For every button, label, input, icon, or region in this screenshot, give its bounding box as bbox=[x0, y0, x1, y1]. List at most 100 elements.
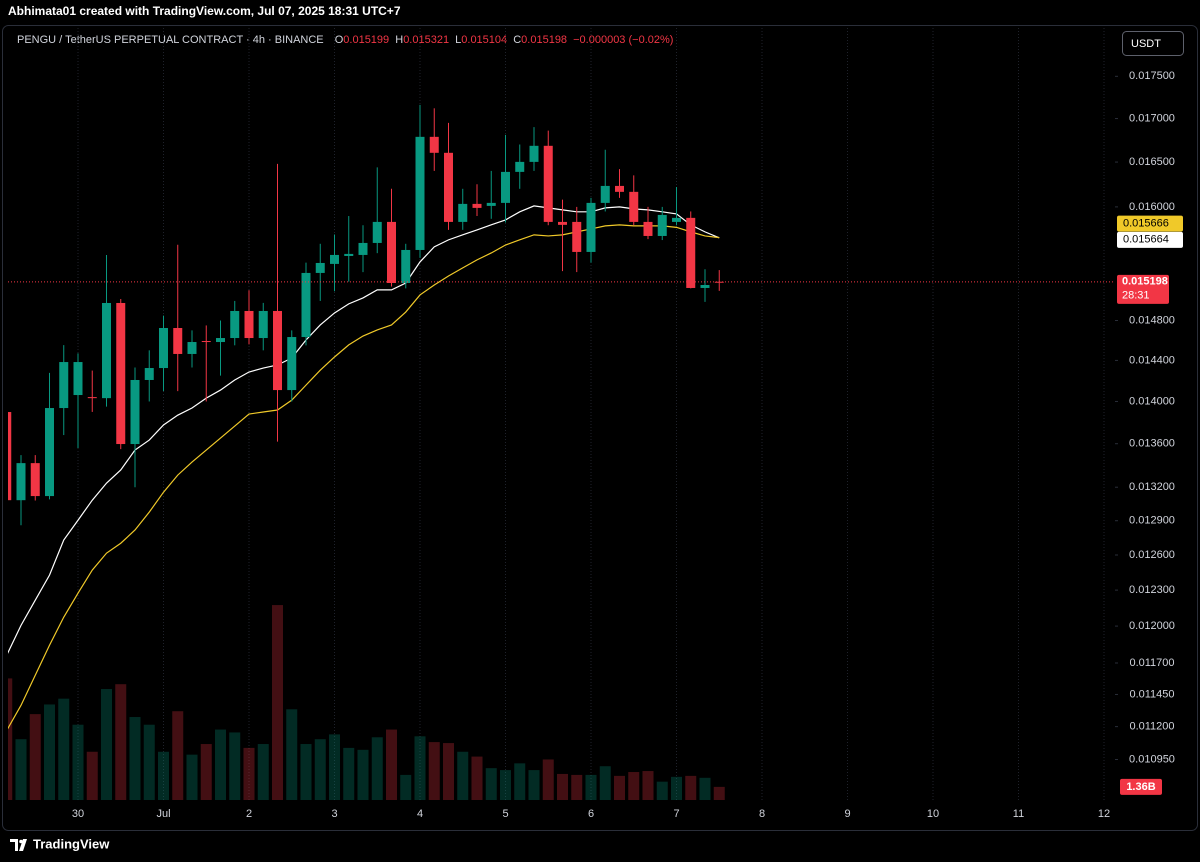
volume-bar bbox=[571, 774, 583, 800]
volume-bar bbox=[371, 737, 383, 800]
candle-body bbox=[173, 327, 183, 354]
x-tick-label: 6 bbox=[588, 808, 594, 820]
price-value: 0.015198 bbox=[1122, 276, 1168, 288]
volume-bar bbox=[15, 739, 27, 800]
y-tick-label: 0.012900 bbox=[1129, 515, 1175, 527]
y-tick-label: 0.011700 bbox=[1129, 657, 1174, 669]
ohlc-key: C bbox=[513, 34, 521, 46]
currency-button[interactable] bbox=[1122, 31, 1184, 56]
volume-bar bbox=[158, 751, 169, 800]
volume-bar bbox=[542, 759, 554, 800]
candle-body bbox=[102, 302, 111, 399]
candle-body bbox=[159, 327, 168, 369]
volume-bar bbox=[215, 729, 226, 800]
candle-body bbox=[543, 145, 553, 222]
volume-bar bbox=[656, 781, 668, 800]
volume-bar bbox=[386, 729, 397, 800]
candle-body bbox=[187, 342, 197, 354]
volume-bar bbox=[642, 771, 654, 800]
volume-bar bbox=[44, 704, 55, 800]
candle-body bbox=[458, 203, 468, 222]
y-tick-label: 0.014400 bbox=[1129, 354, 1175, 366]
candle-body bbox=[629, 191, 639, 222]
chart-frame bbox=[2, 25, 1198, 831]
candle-body bbox=[16, 463, 26, 501]
ma-value-box bbox=[1117, 231, 1183, 248]
candle-body bbox=[144, 368, 154, 380]
volume-bar bbox=[143, 724, 155, 800]
volume-bar bbox=[243, 747, 255, 800]
volume-bar bbox=[186, 754, 198, 800]
candle-body bbox=[372, 221, 382, 243]
header: PENGU / TetherUS PERPETUAL CONTRACT · 4h… bbox=[17, 34, 673, 46]
change: −0.000003 (−0.02%) bbox=[573, 34, 673, 46]
ohlc-key: O bbox=[335, 34, 344, 46]
candle-body bbox=[572, 221, 582, 252]
y-tick-label: 0.010950 bbox=[1129, 753, 1175, 765]
volume-bar bbox=[200, 744, 212, 800]
attribution: Abhimata01 created with TradingView.com,… bbox=[8, 4, 401, 18]
candle-body bbox=[615, 185, 624, 192]
volume-bar bbox=[485, 768, 497, 800]
candle-body bbox=[87, 397, 97, 399]
volume-bar bbox=[500, 770, 511, 800]
candle-body bbox=[387, 221, 396, 283]
x-tick-label: 3 bbox=[331, 808, 337, 820]
x-tick-label: Jul bbox=[156, 808, 170, 820]
candle-body bbox=[672, 217, 681, 222]
x-tick-label: 11 bbox=[1013, 808, 1024, 820]
candle-body bbox=[273, 310, 282, 391]
candle-body bbox=[258, 310, 268, 339]
footer: TradingView bbox=[10, 836, 110, 851]
price-axis: 0.017500 0.017000 0.016500 0.016000 0.014800… bbox=[1115, 70, 1183, 795]
candle-body bbox=[330, 254, 339, 264]
candle-body bbox=[30, 463, 40, 497]
y-tick-label: 0.014800 bbox=[1129, 314, 1175, 326]
y-tick-label: 0.013200 bbox=[1129, 481, 1175, 493]
candle-body bbox=[586, 202, 596, 252]
ohlc-value: 0.015198 bbox=[521, 34, 567, 46]
volume-bar bbox=[400, 774, 412, 800]
volume-bar bbox=[599, 766, 611, 800]
candle-body bbox=[657, 214, 667, 236]
ohlc-value: 0.015321 bbox=[403, 34, 449, 46]
candle-body bbox=[244, 310, 254, 339]
volume-bar bbox=[343, 747, 355, 800]
candle-body bbox=[501, 171, 510, 203]
currency[interactable]: USDT bbox=[1131, 38, 1161, 50]
volume-bar bbox=[514, 763, 526, 800]
volume-bar bbox=[414, 736, 426, 800]
volume-bar bbox=[257, 744, 269, 800]
candle-body bbox=[315, 262, 325, 273]
ohlc-key: L bbox=[455, 34, 461, 46]
y-tick-label: 0.012000 bbox=[1129, 620, 1175, 632]
candle-body bbox=[529, 145, 539, 162]
x-tick-label: 4 bbox=[417, 808, 423, 820]
volume-bar bbox=[614, 775, 625, 800]
volume-bar bbox=[172, 711, 184, 800]
y-tick-label: 0.011200 bbox=[1129, 721, 1174, 733]
ohlc-value: 0.015199 bbox=[343, 34, 389, 46]
x-tick-label: 7 bbox=[673, 808, 679, 820]
candle-body bbox=[643, 221, 653, 236]
volume-bar bbox=[585, 774, 597, 800]
volume-bar bbox=[471, 756, 483, 800]
volume-bar bbox=[129, 717, 141, 800]
candle-body bbox=[515, 161, 525, 172]
candle-body bbox=[301, 272, 311, 338]
candle-body bbox=[216, 338, 225, 343]
candle-body bbox=[429, 136, 439, 153]
y-tick-label: 0.016500 bbox=[1129, 156, 1175, 168]
volume-bar bbox=[272, 605, 283, 800]
candle-body bbox=[59, 362, 69, 409]
volume-bar bbox=[628, 772, 640, 800]
candle-body bbox=[201, 341, 211, 343]
volume-bar bbox=[101, 689, 112, 800]
candle-body bbox=[45, 408, 54, 497]
volume-bar bbox=[557, 773, 568, 800]
candle-body bbox=[686, 217, 696, 288]
volume-bar bbox=[229, 732, 241, 800]
volume-bar bbox=[357, 749, 369, 800]
brand: TradingView bbox=[33, 836, 110, 851]
